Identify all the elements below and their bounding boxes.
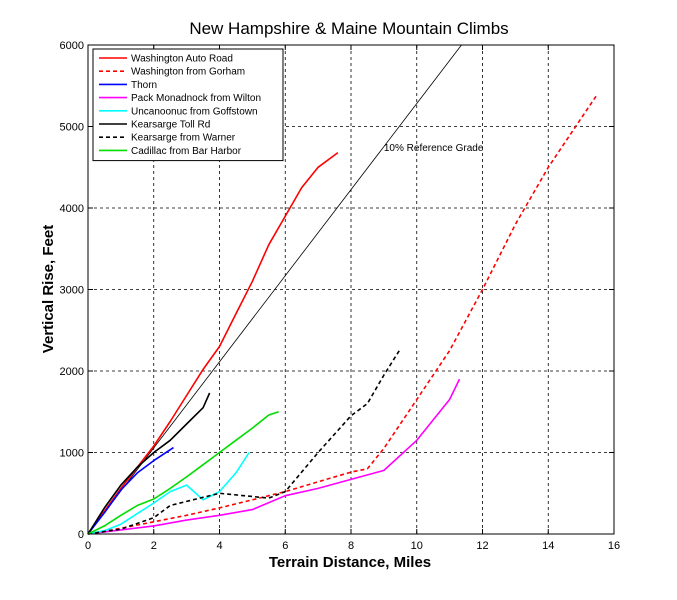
series-line-thorn xyxy=(87,446,174,535)
x-tick-label: 0 xyxy=(85,540,91,552)
x-tick-label: 14 xyxy=(542,540,554,552)
legend-box xyxy=(92,48,284,162)
legend-label-washington-auto-road: Washington Auto Road xyxy=(131,54,233,65)
reference-grade-line xyxy=(87,44,462,535)
series-line-washington-auto-road xyxy=(87,151,339,535)
axis-ticks: 0 2 4 6 8 10 12 14 16 0 1000 2000 3000 4000 5000 6000 xyxy=(60,40,621,552)
series-line-kearsarge-from-warner xyxy=(87,348,401,535)
x-tick-label: 4 xyxy=(216,540,222,552)
x-axis-title: Terrain Distance, Miles xyxy=(269,554,431,571)
plot-area: 0 2 4 6 8 10 12 14 16 0 1000 2000 3000 4000 5000 6000 1… xyxy=(60,40,621,552)
y-tick-label: 3000 xyxy=(60,285,84,297)
x-tick-label: 6 xyxy=(282,540,288,552)
legend-label-uncanoonuc-from-goffstown: Uncanoonuc from Goffstown xyxy=(131,106,258,117)
legend-label-kearsarge-toll-rd: Kearsarge Toll Rd xyxy=(131,120,210,131)
series-line-pack-monadnock-from-wilton xyxy=(87,378,461,535)
x-tick-label: 12 xyxy=(476,540,488,552)
reference-line-group xyxy=(87,44,462,535)
series-line-cadillac-from-bar-harbor xyxy=(87,411,279,535)
series-line-washington-from-gorham xyxy=(87,93,599,535)
chart-title: New Hampshire & Maine Mountain Climbs xyxy=(189,19,508,38)
x-tick-label: 8 xyxy=(348,540,354,552)
x-tick-label: 16 xyxy=(608,540,620,552)
y-tick-label: 5000 xyxy=(60,122,84,134)
legend-label-thorn: Thorn xyxy=(131,80,157,91)
series-layer xyxy=(87,93,599,535)
series-line-kearsarge-toll-rd xyxy=(87,392,211,535)
grid xyxy=(88,45,614,534)
y-tick-label: 0 xyxy=(78,529,84,541)
y-tick-label: 1000 xyxy=(60,448,84,460)
reference-grade-annotation: 10% Reference Grade xyxy=(384,143,484,154)
y-tick-label: 4000 xyxy=(60,203,84,215)
legend-label-pack-monadnock-from-wilton: Pack Monadnock from Wilton xyxy=(131,93,261,104)
legend: Washington Auto Road Washington from Gorh… xyxy=(92,48,284,162)
series-line-uncanoonuc-from-goffstown xyxy=(87,452,250,535)
legend-label-washington-from-gorham: Washington from Gorham xyxy=(131,67,245,78)
legend-label-kearsarge-from-warner: Kearsarge from Warner xyxy=(131,133,236,144)
y-axis-title: Vertical Rise, Feet xyxy=(40,225,57,353)
legend-label-cadillac-from-bar-harbor: Cadillac from Bar Harbor xyxy=(131,146,242,157)
y-tick-label: 2000 xyxy=(60,366,84,378)
x-tick-label: 10 xyxy=(411,540,423,552)
x-tick-label: 2 xyxy=(151,540,157,552)
y-tick-label: 6000 xyxy=(60,40,84,52)
